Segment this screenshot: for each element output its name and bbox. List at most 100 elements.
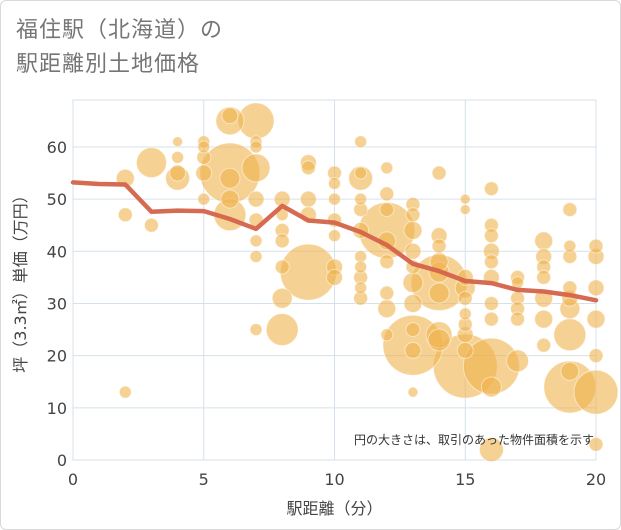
bubble-point <box>427 328 451 352</box>
bubble-point <box>219 167 241 189</box>
bubble-point <box>588 348 604 364</box>
bubble-point <box>588 238 604 254</box>
bubble-point <box>328 192 341 206</box>
bubble-point <box>536 337 552 353</box>
x-tick-label: 20 <box>586 470 606 489</box>
x-tick-label: 5 <box>199 470 209 489</box>
bubble-point <box>249 140 263 154</box>
bubble-point <box>274 259 290 275</box>
grid-lines <box>72 99 597 461</box>
bubble-point <box>483 181 499 197</box>
bubble-point <box>172 136 184 148</box>
bubble-point <box>431 165 447 181</box>
y-tick-label: 40 <box>47 242 67 261</box>
bubble-point <box>506 349 530 373</box>
y-tick-labels: 0 10 20 30 40 50 60 <box>47 138 67 470</box>
bubble-point <box>483 311 499 327</box>
bubble-point <box>457 290 473 306</box>
bubble-series <box>115 102 619 463</box>
bubble-point <box>299 190 317 208</box>
bubble-point <box>354 166 368 180</box>
bubble-point <box>403 293 423 313</box>
bubble-point <box>354 260 368 274</box>
bubble-point <box>379 186 395 202</box>
x-tick-labels: 0 5 10 15 20 <box>68 470 606 489</box>
bubble-point <box>379 285 395 301</box>
bubble-point <box>458 307 472 321</box>
y-tick-label: 60 <box>47 138 67 157</box>
x-tick-label: 15 <box>455 470 475 489</box>
bubble-point <box>195 164 213 182</box>
bubble-point <box>117 207 133 223</box>
bubble-point <box>573 369 619 415</box>
bubble-point <box>300 160 316 176</box>
bubble-point <box>135 147 167 179</box>
bubble-point <box>405 322 421 338</box>
bubble-point <box>354 192 368 206</box>
average-line-series <box>70 180 599 303</box>
chart-title-line-1: 福住駅（北海道）の <box>16 18 224 43</box>
bubble-point <box>534 309 554 329</box>
bubble-point <box>587 279 605 297</box>
bubble-point <box>377 299 397 319</box>
bubble-point <box>478 437 504 463</box>
chart-title: 福住駅（北海道）の 駅距離別土地価格 <box>16 14 223 82</box>
bubble-point <box>553 318 587 352</box>
bubble-point <box>249 323 263 337</box>
bubble-point <box>403 220 423 240</box>
bubble-point <box>407 386 419 398</box>
bubble-point <box>220 189 240 209</box>
y-tick-label: 50 <box>47 190 67 209</box>
bubble-point <box>428 282 450 304</box>
bubble-point <box>241 153 271 183</box>
bubble-point <box>221 107 239 125</box>
bubble-point <box>405 207 421 223</box>
bubble-point <box>379 202 395 218</box>
bubble-point <box>586 309 606 329</box>
bubble-point <box>197 140 211 154</box>
bubble-point <box>431 238 447 254</box>
bubble-point <box>483 295 499 311</box>
bubble-point <box>588 436 604 452</box>
bubble-point <box>171 150 185 164</box>
bubble-point <box>456 341 474 359</box>
bubble-point <box>249 250 263 264</box>
bubble-point <box>118 385 132 399</box>
x-axis-title: 駅距離（分） <box>286 499 382 518</box>
bubble-point <box>404 341 422 359</box>
x-tick-label: 0 <box>68 470 78 489</box>
bubble-point <box>380 328 394 342</box>
bubble-point <box>328 229 341 243</box>
bubble-point <box>249 234 263 248</box>
bubble-point <box>459 193 471 205</box>
bubble-point <box>169 164 187 182</box>
bubble-point <box>563 239 577 253</box>
bubble-size-note: 円の大きさは、取引のあった物件面積を示す <box>354 432 594 447</box>
bubble-point <box>404 242 422 260</box>
bubble-point <box>534 231 554 251</box>
bubble-point <box>483 228 499 244</box>
bubble-point <box>274 233 290 249</box>
bubble-point <box>354 281 368 295</box>
bubble-point <box>247 190 265 208</box>
x-tick-label: 10 <box>324 470 344 489</box>
bubble-point <box>197 192 211 206</box>
bubble-point <box>480 376 502 398</box>
bubble-point <box>510 311 526 327</box>
bubble-point <box>328 176 341 190</box>
bubble-point <box>379 254 395 270</box>
bubble-point <box>326 268 343 286</box>
y-tick-label: 0 <box>57 451 67 470</box>
bubble-point <box>562 202 578 218</box>
bubble-point <box>402 272 424 294</box>
bubble-point <box>560 361 580 381</box>
bubble-point <box>354 135 368 149</box>
bubble-point <box>143 217 159 233</box>
bubble-point <box>483 254 499 270</box>
y-tick-label: 10 <box>47 399 67 418</box>
bubble-point <box>536 269 552 285</box>
bubble-point <box>265 313 299 347</box>
y-axis-title: 坪（3.3㎡）単価（万円） <box>11 187 30 372</box>
bubble-point <box>380 161 394 175</box>
